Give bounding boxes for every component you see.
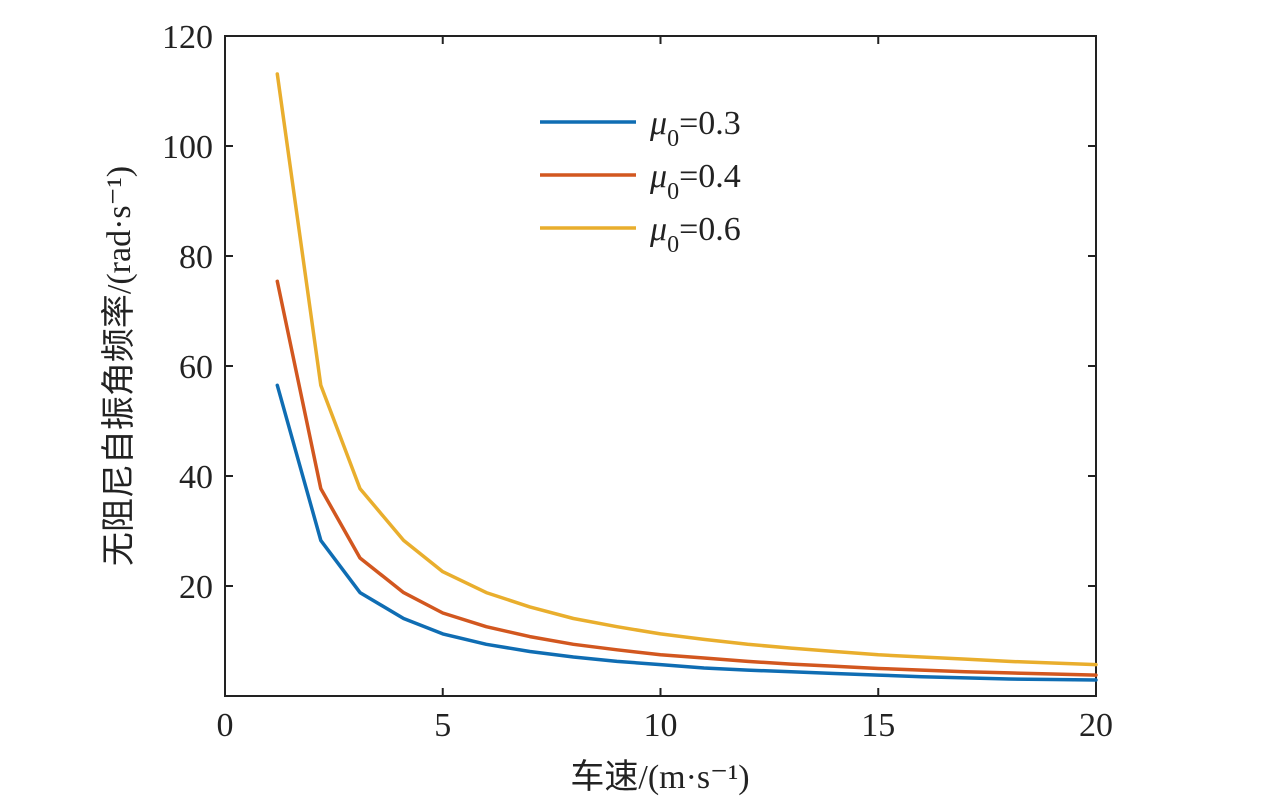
y-tick-label: 80: [179, 239, 213, 276]
tick-marks: [224, 35, 1097, 696]
x-tick-label: 15: [861, 707, 895, 744]
series-line-2: [275, 72, 1098, 667]
legend: μ0=0.3 μ0=0.4 μ0=0.6: [540, 105, 741, 258]
x-tick-label: 0: [217, 707, 234, 744]
y-tick-labels: 20 40 60 80 100 120: [162, 19, 213, 606]
legend-item-2: μ0=0.6: [540, 211, 741, 258]
legend-label: μ0=0.3: [649, 105, 741, 152]
y-tick-label: 20: [179, 569, 213, 606]
legend-label: μ0=0.6: [649, 211, 741, 258]
y-tick-label: 40: [179, 459, 213, 496]
series-line-0: [275, 383, 1098, 682]
x-tick-labels: 0 5 10 15 20: [217, 707, 1114, 744]
x-tick-label: 10: [644, 707, 678, 744]
legend-item-1: μ0=0.4: [540, 158, 741, 205]
legend-item-0: μ0=0.3: [540, 105, 741, 152]
y-tick-label: 60: [179, 349, 213, 386]
series-lines: [275, 72, 1098, 682]
y-tick-label: 100: [162, 129, 213, 166]
series-line-1: [275, 279, 1098, 677]
x-tick-label: 5: [434, 707, 451, 744]
y-tick-label: 120: [162, 19, 213, 56]
y-axis-title: 无阻尼自振角频率/(rad·s⁻¹): [100, 166, 138, 566]
legend-label: μ0=0.4: [649, 158, 741, 205]
x-tick-label: 20: [1079, 707, 1113, 744]
x-axis-title: 车速/(m·s⁻¹): [570, 758, 749, 796]
